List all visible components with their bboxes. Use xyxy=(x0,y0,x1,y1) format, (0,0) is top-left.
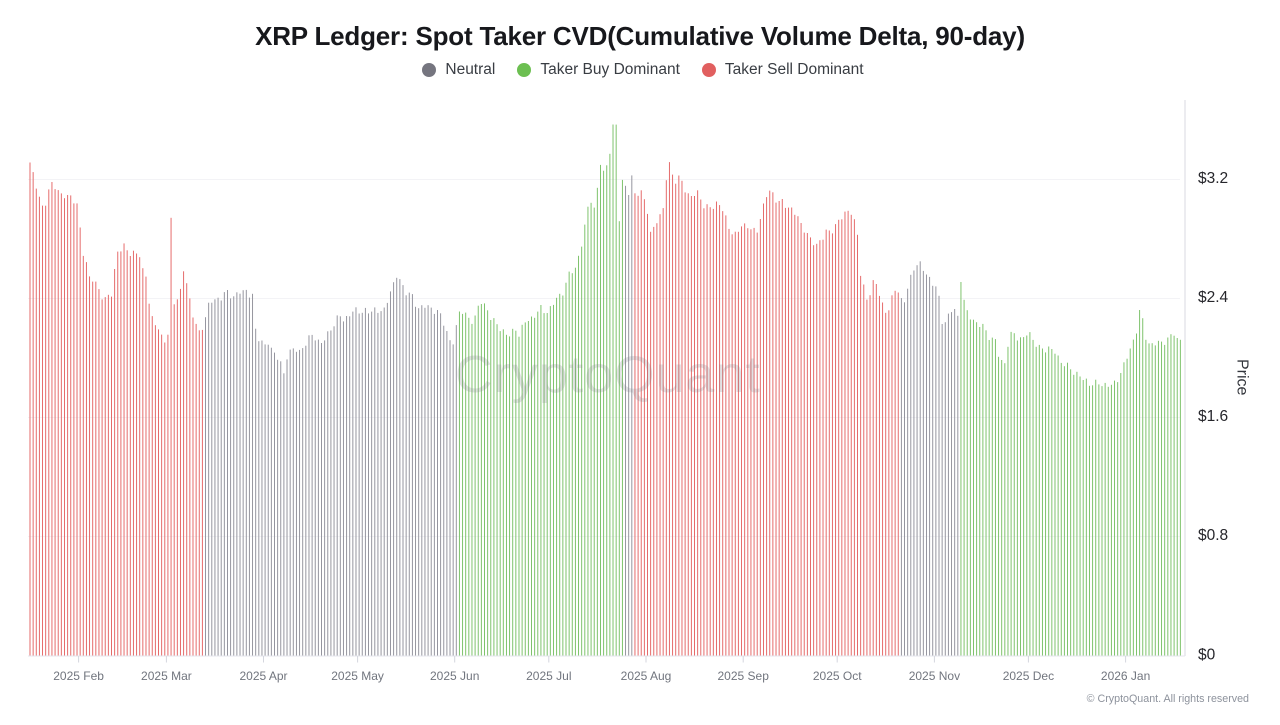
svg-text:2025 Jun: 2025 Jun xyxy=(430,669,479,683)
svg-text:© CryptoQuant. All rights rese: © CryptoQuant. All rights reserved xyxy=(1087,693,1249,705)
svg-text:$1.6: $1.6 xyxy=(1198,408,1228,425)
svg-text:2025 Nov: 2025 Nov xyxy=(909,669,960,683)
svg-text:2025 Jul: 2025 Jul xyxy=(526,669,571,683)
svg-text:2025 Sep: 2025 Sep xyxy=(718,669,770,683)
svg-text:$0.8: $0.8 xyxy=(1198,527,1228,544)
svg-text:2025 Dec: 2025 Dec xyxy=(1003,669,1054,683)
svg-text:$2.4: $2.4 xyxy=(1198,289,1229,306)
svg-text:2025 Mar: 2025 Mar xyxy=(141,669,192,683)
svg-text:$3.2: $3.2 xyxy=(1198,170,1228,187)
svg-text:2025 Apr: 2025 Apr xyxy=(239,669,287,683)
svg-text:2025 Oct: 2025 Oct xyxy=(813,669,862,683)
svg-text:2025 Aug: 2025 Aug xyxy=(621,669,672,683)
svg-text:2025 Feb: 2025 Feb xyxy=(53,669,104,683)
svg-text:$0: $0 xyxy=(1198,647,1216,664)
svg-text:2025 May: 2025 May xyxy=(331,669,384,683)
svg-text:Price: Price xyxy=(1234,359,1251,396)
svg-text:CryptoQuant: CryptoQuant xyxy=(455,346,761,404)
svg-text:2026 Jan: 2026 Jan xyxy=(1101,669,1150,683)
